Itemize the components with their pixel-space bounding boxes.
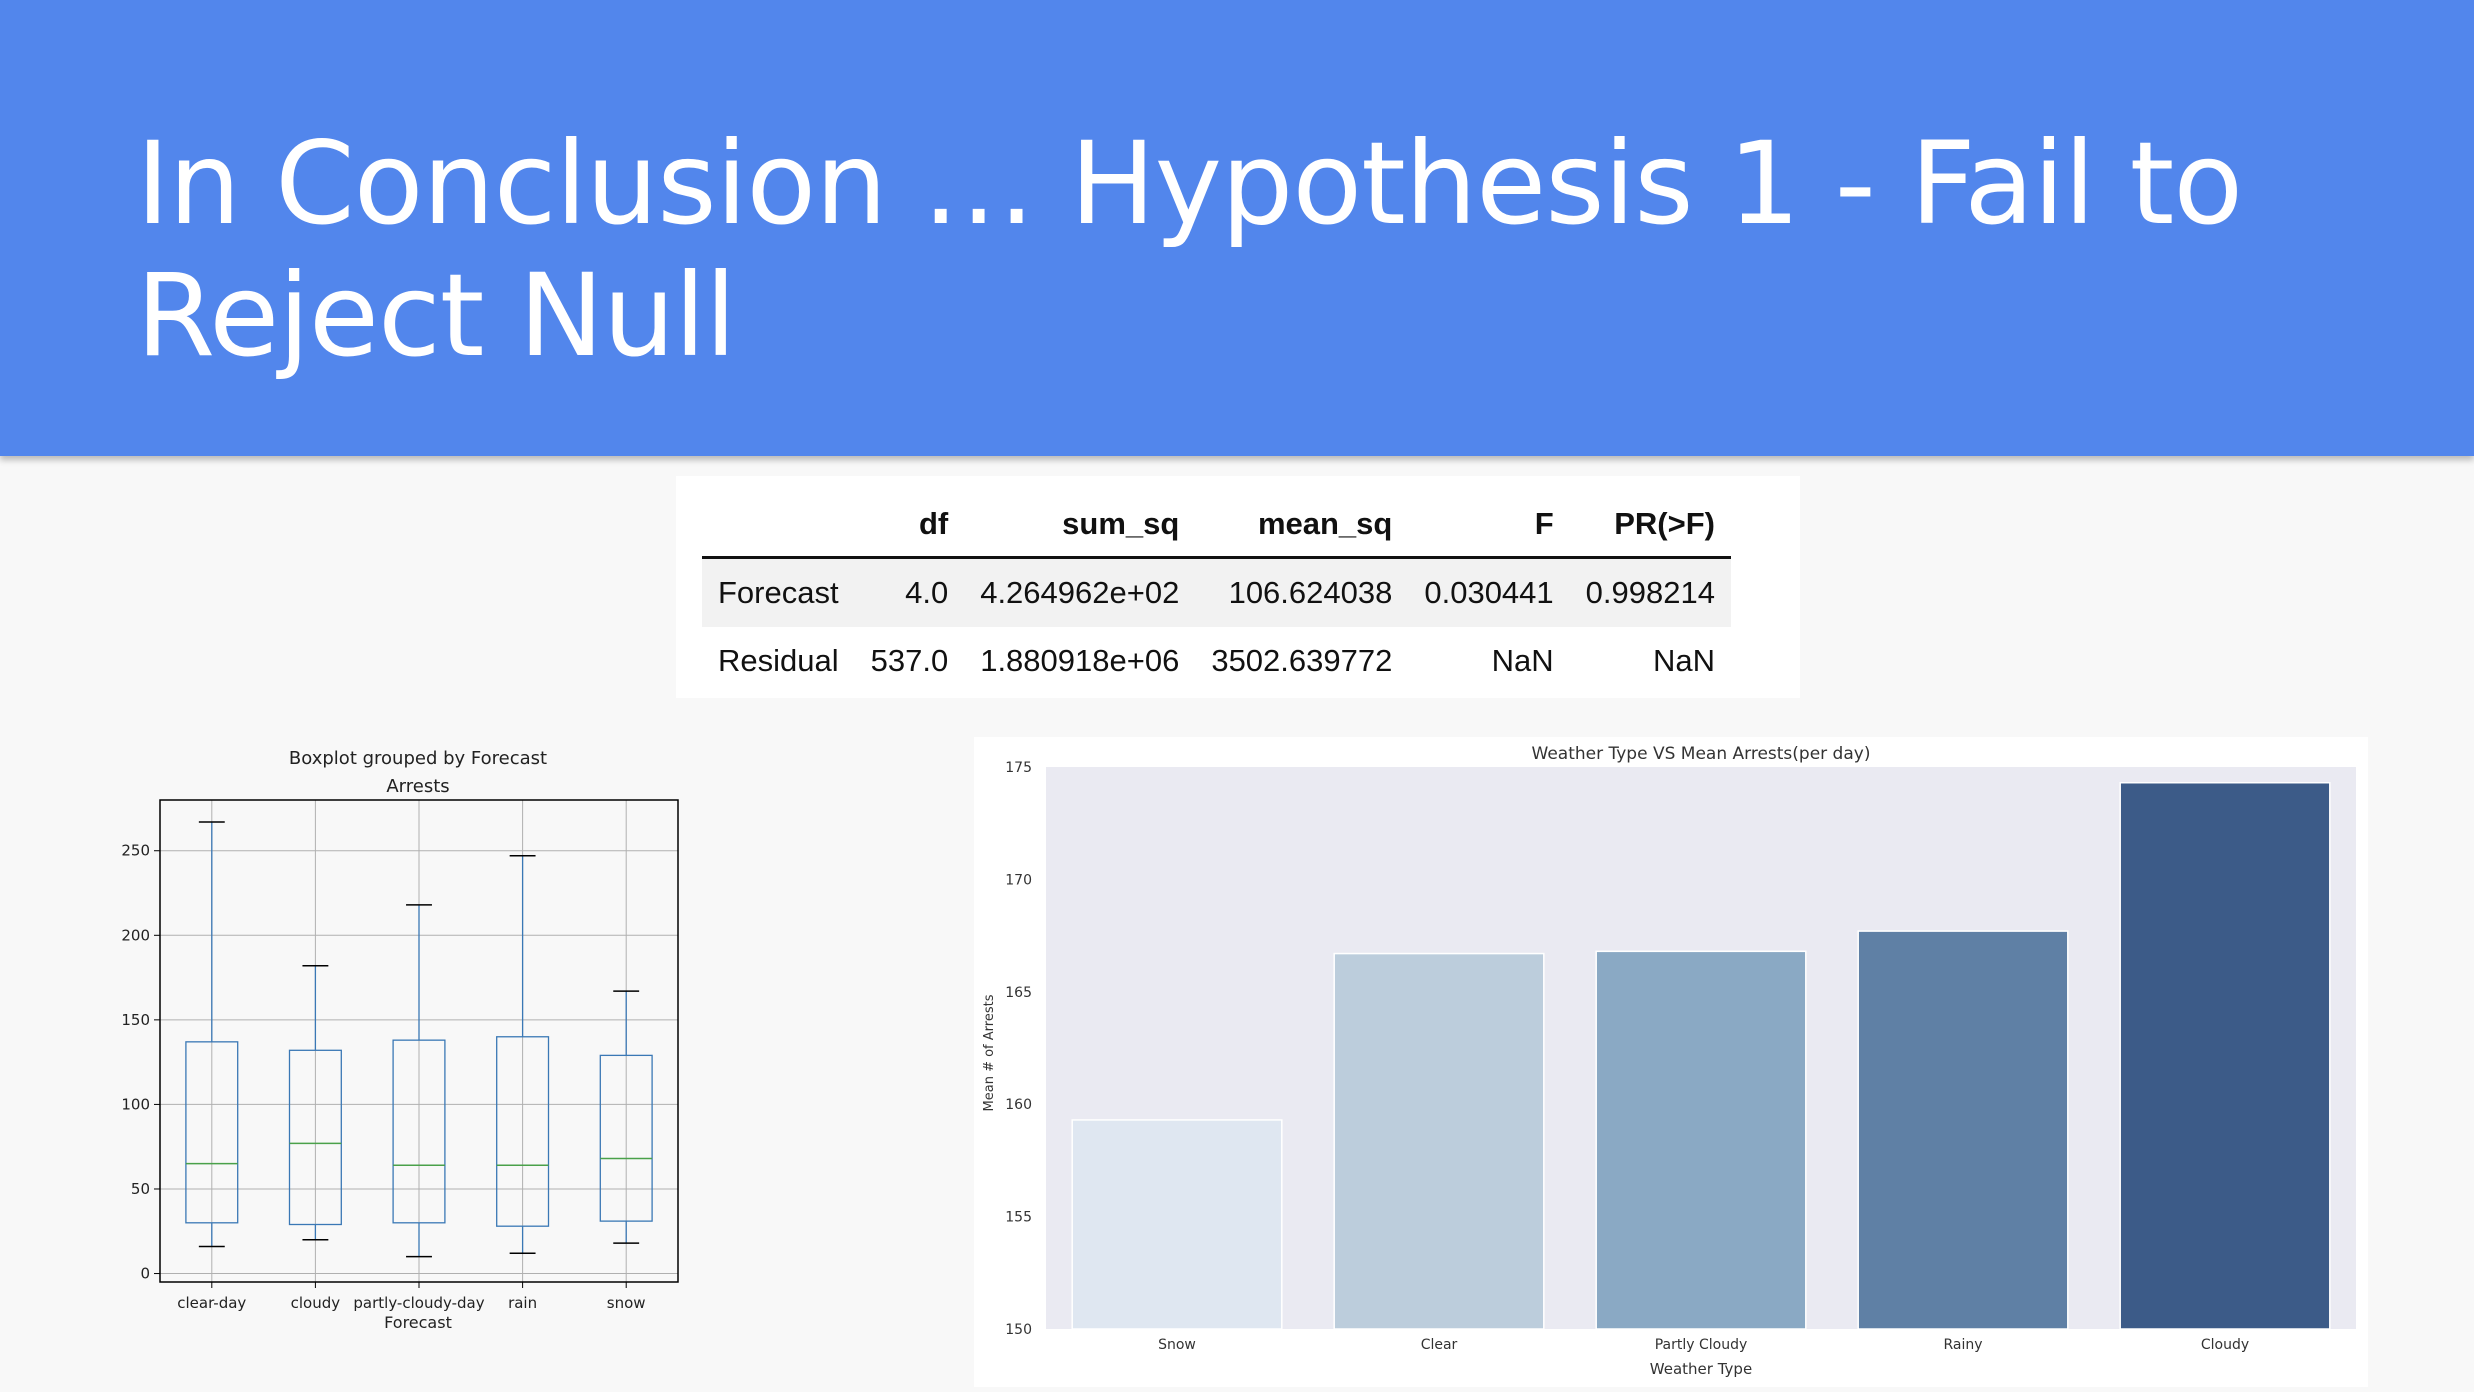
table-cell: 4.264962e+02 [980, 575, 1180, 610]
anova-header-df: df [918, 506, 949, 541]
anova-table-card: df sum_sq mean_sq F PR(>F) Forecast 4.0 … [676, 476, 1800, 698]
bar-chart-y-tick-label: 155 [1005, 1210, 1032, 1226]
anova-header-sum-sq: sum_sq [1062, 506, 1180, 541]
table-cell: 0.030441 [1424, 575, 1554, 610]
boxplot-y-tick-label: 50 [131, 1180, 150, 1198]
bar-chart-x-axis-label: Weather Type [1650, 1360, 1752, 1378]
slide-title: In Conclusion … Hypothesis 1 - Fail to R… [136, 117, 2243, 382]
boxplot-y-tick-label: 150 [121, 1011, 150, 1029]
boxplot-box [288, 1049, 342, 1226]
table-row: Residual 537.0 1.880918e+06 3502.639772 … [702, 627, 1731, 695]
boxplot-box [496, 1036, 550, 1227]
boxplot-y-tick-label: 250 [121, 842, 150, 860]
bar-chart-x-tick-label: Rainy [1943, 1337, 1982, 1353]
table-cell: 537.0 [870, 643, 949, 678]
bar-partly-cloudy [1595, 950, 1807, 1330]
bar-chart-y-tick-label: 150 [1005, 1322, 1032, 1338]
boxplot-box [185, 1041, 239, 1224]
bar-rainy [1857, 930, 2069, 1330]
title-banner: In Conclusion … Hypothesis 1 - Fail to R… [0, 0, 2474, 456]
table-cell: NaN [1652, 643, 1715, 678]
boxplot-x-tick-label: cloudy [291, 1294, 341, 1312]
boxplot-x-tick-label: clear-day [177, 1294, 246, 1312]
bar-chart-x-tick-label: Clear [1421, 1337, 1458, 1353]
bar-chart-x-tick-label: Snow [1158, 1337, 1196, 1353]
table-cell-index: Residual [718, 643, 839, 678]
bar-chart-y-tick-label: 160 [1005, 1097, 1032, 1113]
bar-chart-card: Weather Type VS Mean Arrests(per day) We… [974, 737, 2368, 1387]
bar-cloudy [2119, 781, 2331, 1330]
boxplot-chart: Boxplot grouped by Forecast Arrests Fore… [121, 748, 679, 1332]
boxplot-y-tick-label: 100 [121, 1095, 150, 1113]
boxplot-x-axis-label: Forecast [384, 1313, 452, 1332]
bar-chart-x-tick-label: Partly Cloudy [1655, 1337, 1748, 1353]
boxplot-card: Boxplot grouped by Forecast Arrests Fore… [120, 730, 720, 1350]
table-cell: 3502.639772 [1211, 643, 1393, 678]
table-cell: 106.624038 [1228, 575, 1393, 610]
anova-header-f: F [1534, 506, 1554, 541]
boxplot-subtitle: Arrests [386, 776, 449, 797]
table-cell: 1.880918e+06 [980, 643, 1180, 678]
boxplot-title: Boxplot grouped by Forecast [289, 748, 547, 769]
bar-chart-title: Weather Type VS Mean Arrests(per day) [1532, 744, 1871, 764]
bar-chart-y-tick-label: 170 [1005, 872, 1032, 888]
table-cell: 4.0 [905, 575, 949, 610]
bar-chart-y-tick-label: 175 [1005, 760, 1032, 776]
boxplot-x-tick-label: snow [607, 1294, 646, 1312]
boxplot-box [599, 1054, 653, 1222]
anova-header-row: df sum_sq mean_sq F PR(>F) [702, 492, 1731, 558]
bar-chart-y-tick-label: 165 [1005, 985, 1032, 1001]
anova-header-index [702, 492, 855, 558]
boxplot-y-tick-label: 200 [121, 926, 150, 944]
bar-chart: Weather Type VS Mean Arrests(per day) We… [982, 744, 2356, 1378]
boxplot-y-tick-label: 0 [140, 1265, 150, 1283]
boxplot-x-tick-label: rain [508, 1294, 537, 1312]
bar-chart-y-axis-label: Mean # of Arrests [982, 994, 997, 1111]
anova-header-mean-sq: mean_sq [1257, 506, 1393, 541]
anova-header-pr-f: PR(>F) [1614, 506, 1715, 541]
boxplot-axes-frame [159, 799, 679, 1283]
table-cell: 0.998214 [1585, 575, 1715, 610]
table-cell: NaN [1491, 643, 1554, 678]
bar-snow [1071, 1119, 1283, 1330]
bar-clear [1333, 952, 1545, 1330]
anova-table: df sum_sq mean_sq F PR(>F) Forecast 4.0 … [702, 492, 1731, 695]
table-row: Forecast 4.0 4.264962e+02 106.624038 0.0… [702, 557, 1731, 627]
table-cell-index: Forecast [718, 575, 839, 610]
boxplot-box [392, 1039, 446, 1224]
boxplot-x-tick-label: partly-cloudy-day [353, 1294, 484, 1312]
bar-chart-x-tick-label: Cloudy [2201, 1337, 2249, 1353]
